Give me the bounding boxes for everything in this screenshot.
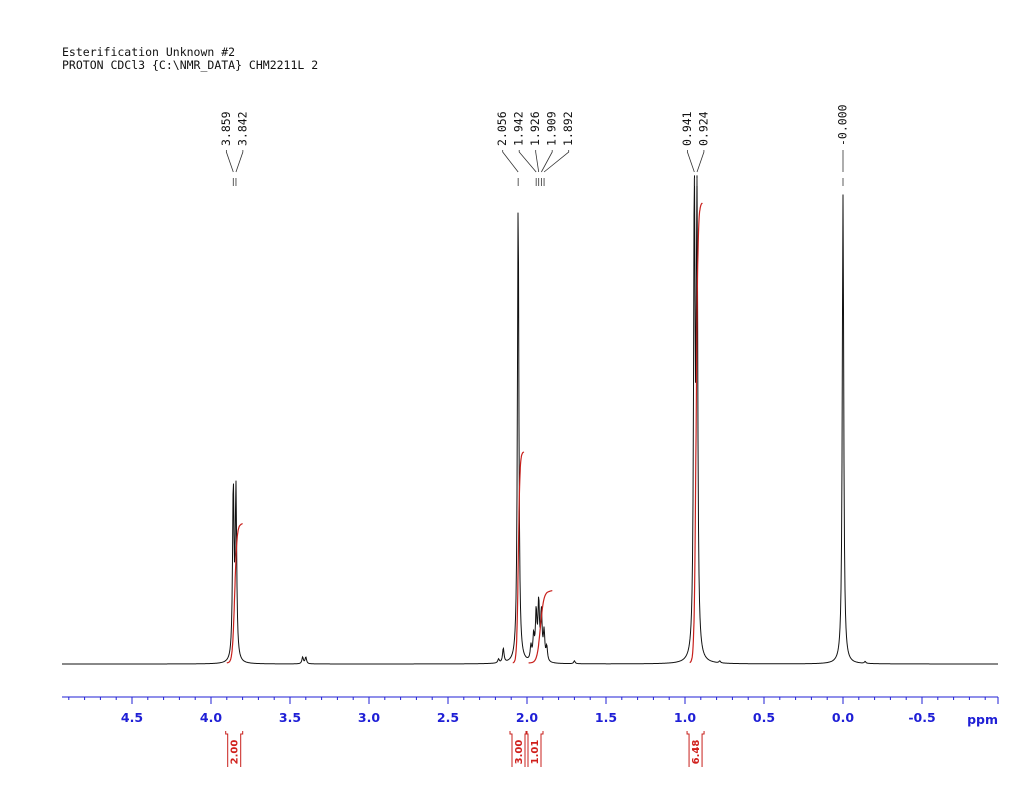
x-tick-label: 1.0 xyxy=(674,710,696,725)
integral-bracket xyxy=(701,731,705,767)
peak-label: 1.942 xyxy=(512,111,526,146)
peak-label: 1.909 xyxy=(545,111,559,146)
peak-label: 1.892 xyxy=(561,111,575,146)
peak-label: 2.056 xyxy=(495,111,509,146)
x-tick-label: 3.5 xyxy=(279,710,301,725)
integral-curve xyxy=(689,202,703,664)
peak-leader-line xyxy=(225,150,234,173)
x-tick-label: 4.0 xyxy=(200,710,222,725)
x-tick-label: 0.0 xyxy=(832,710,854,725)
peak-leader-line xyxy=(502,150,519,173)
spectrum-title: Esterification Unknown #2 xyxy=(62,45,236,59)
peak-leader-line xyxy=(543,150,570,173)
peak-leader-line xyxy=(687,150,695,173)
integral-curve xyxy=(528,590,553,664)
integral-bracket xyxy=(240,731,244,767)
x-tick-label: 2.0 xyxy=(516,710,538,725)
x-tick-label: 3.0 xyxy=(358,710,380,725)
peak-label: 0.941 xyxy=(680,111,694,146)
integral-value-label: 2.00 xyxy=(230,740,241,765)
integral-bracket xyxy=(509,731,513,767)
integral-bracket xyxy=(524,731,528,767)
spectrum-header: Esterification Unknown #2 PROTON CDCl3 {… xyxy=(62,46,318,72)
integral-bracket xyxy=(525,731,529,767)
integral-value-label: 3.00 xyxy=(514,740,525,765)
integral-curve xyxy=(226,523,243,664)
x-axis-label: ppm xyxy=(967,712,998,727)
integral-value-label: 6.48 xyxy=(691,740,702,765)
x-tick-label: 0.5 xyxy=(753,710,775,725)
peak-label: 1.926 xyxy=(528,111,542,146)
peak-leader-line xyxy=(535,150,540,173)
peak-label: 3.842 xyxy=(235,111,249,146)
peak-label: -0.000 xyxy=(836,104,850,146)
peak-leader-line xyxy=(541,150,553,173)
integral-value-label: 1.01 xyxy=(530,740,541,765)
x-tick-label: -0.5 xyxy=(908,710,935,725)
peak-leader-line xyxy=(518,150,537,173)
integral-bracket xyxy=(225,731,229,767)
peak-label: 3.859 xyxy=(219,111,233,146)
integral-bracket xyxy=(540,731,544,767)
peak-label: 0.924 xyxy=(696,111,710,146)
integral-curve xyxy=(512,451,525,664)
spectrum-subtitle: PROTON CDCl3 {C:\NMR_DATA} CHM2211L 2 xyxy=(62,58,319,72)
x-tick-label: 1.5 xyxy=(595,710,617,725)
peak-leader-line xyxy=(696,150,705,173)
peak-leader-line xyxy=(235,150,244,173)
integral-bracket xyxy=(686,731,690,767)
spectrum-trace xyxy=(62,175,998,665)
x-tick-label: 2.5 xyxy=(437,710,459,725)
x-tick-label: 4.5 xyxy=(121,710,143,725)
